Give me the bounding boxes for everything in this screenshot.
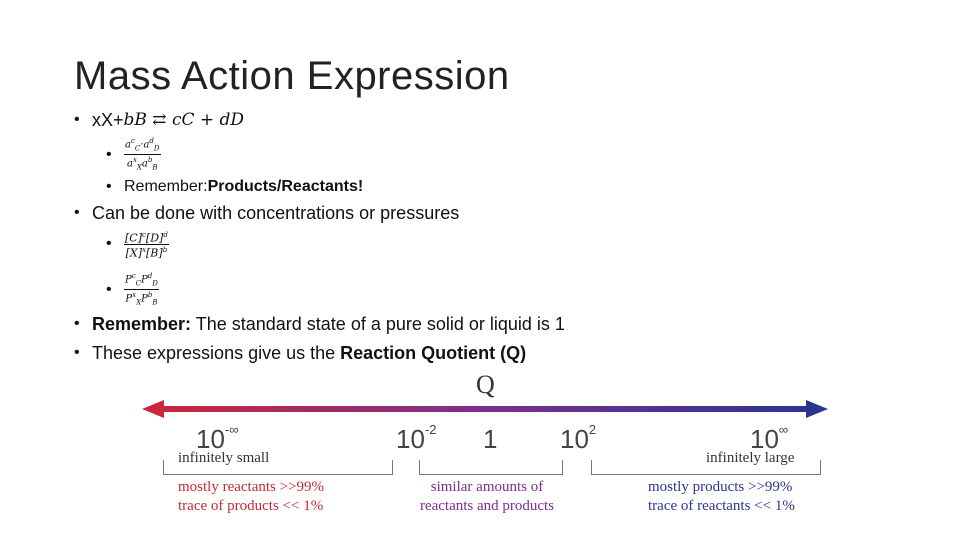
middle-region-description: similar amounts of reactants and product…	[416, 478, 558, 516]
mark-pos-two: 102	[560, 422, 597, 454]
reaction-equation: bB ⇄ cC + dD	[123, 110, 245, 130]
scale-title: Q	[476, 370, 495, 399]
mark-one: 1	[483, 424, 498, 454]
right-region-description: mostly products >>99% trace of reactants…	[648, 478, 795, 516]
bullet-dot: •	[74, 315, 80, 332]
bullet-dot: •	[74, 344, 80, 361]
bullet-reaction: • xX+ bB ⇄ cC + dD	[74, 109, 244, 131]
concentration-fraction: [C]c[D]d [X]x[B]b	[124, 231, 169, 260]
mark-infinity: 10∞	[750, 422, 789, 454]
mark-neg-two: 10-2	[396, 422, 437, 454]
q-scale-arrow	[142, 400, 828, 418]
sub-bullet-activity-expression: • acC·adD axXabB	[106, 136, 161, 174]
right-region-bracket	[591, 460, 821, 475]
reaction-prefix: xX+	[92, 110, 124, 130]
bullet-standard-state: • Remember: The standard state of a pure…	[74, 313, 565, 335]
bullet-dot: •	[106, 145, 112, 163]
remember-label-bold: Remember:	[92, 314, 192, 334]
label-infinitely-small: infinitely small	[178, 450, 270, 466]
bullet-dot: •	[106, 178, 112, 195]
sub-bullet-concentration-expression: • [C]c[D]d [X]x[B]b	[106, 230, 169, 258]
bullet-text: The standard state of a pure solid or li…	[191, 314, 565, 334]
sub-bullet-remember: • Remember: Products/Reactants!	[106, 176, 363, 198]
right-desc-line2: trace of reactants << 1%	[648, 498, 795, 514]
mid-desc-line2: reactants and products	[419, 498, 555, 514]
pressure-fraction: PcCPdD PxXPbB	[124, 272, 159, 307]
sub-bullet-pressure-expression: • PcCPdD PxXPbB	[106, 271, 159, 309]
left-desc-line2: trace of products << 1%	[178, 498, 324, 514]
left-region-description: mostly reactants >>99% trace of products…	[178, 478, 324, 516]
middle-region-bracket	[419, 460, 563, 475]
remember-label: Remember:	[124, 178, 208, 195]
right-desc-line1: mostly products >>99%	[648, 479, 793, 495]
bullet-dot: •	[74, 204, 80, 221]
bullet-dot: •	[106, 280, 112, 298]
reaction-quotient-term: Reaction Quotient (Q)	[340, 343, 527, 363]
mark-neg-infinity: 10-∞	[196, 422, 239, 454]
slide-title: Mass Action Expression	[74, 54, 510, 98]
remember-emphasis: Products/Reactants!	[207, 178, 364, 195]
bullet-text: Can be done with concentrations or press…	[92, 203, 460, 223]
activity-fraction: acC·adD axXabB	[124, 137, 161, 172]
bullet-concentrations: • Can be done with concentrations or pre…	[74, 202, 459, 224]
bullet-text: These expressions give us the	[92, 343, 341, 363]
mid-desc-line1: similar amounts of	[430, 479, 544, 495]
bullet-dot: •	[106, 235, 112, 253]
left-desc-line1: mostly reactants >>99%	[178, 479, 325, 495]
label-infinitely-large: infinitely large	[706, 450, 795, 466]
bullet-reaction-quotient: • These expressions give us the Reaction…	[74, 342, 526, 364]
left-region-bracket	[163, 460, 393, 475]
bullet-dot: •	[74, 111, 80, 128]
